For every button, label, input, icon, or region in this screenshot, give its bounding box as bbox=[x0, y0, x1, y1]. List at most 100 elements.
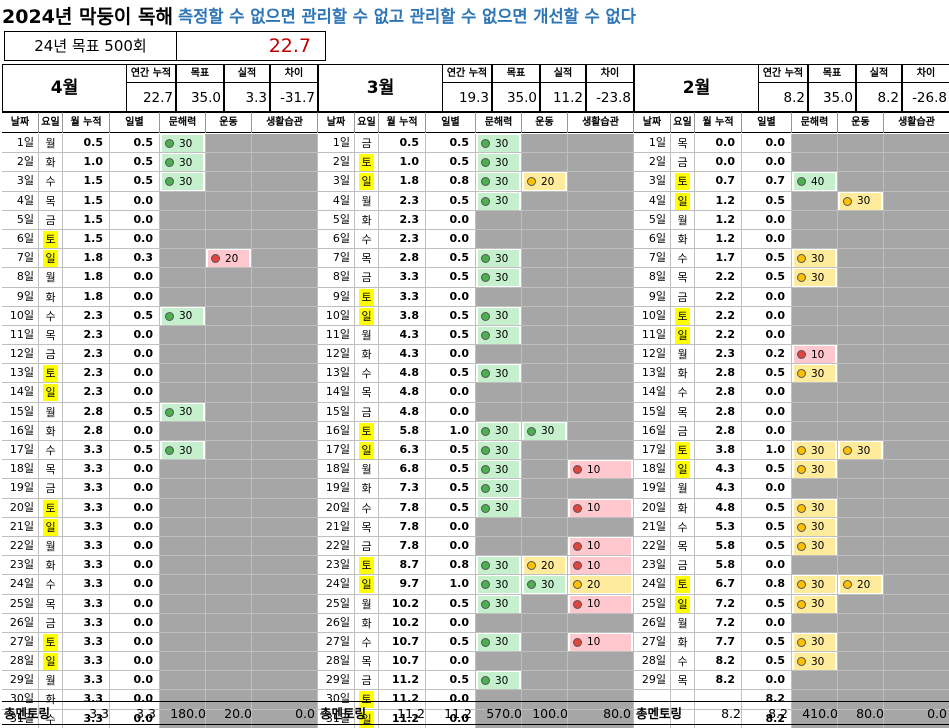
weekday-cell[interactable]: 목 bbox=[671, 134, 695, 153]
daily-value-cell[interactable]: 0.5 bbox=[110, 306, 160, 325]
literacy-cell[interactable] bbox=[476, 709, 522, 728]
habit-cell[interactable] bbox=[252, 249, 318, 268]
monthly-cumulative-cell[interactable]: 2.8 bbox=[379, 249, 426, 268]
habit-cell[interactable] bbox=[568, 421, 634, 440]
habit-cell[interactable] bbox=[252, 287, 318, 306]
date-cell[interactable]: 28일 bbox=[318, 652, 355, 671]
date-cell[interactable]: 4일 bbox=[2, 191, 39, 210]
weekday-cell[interactable]: 화 bbox=[39, 287, 63, 306]
literacy-cell[interactable]: 30 bbox=[792, 632, 838, 652]
literacy-cell[interactable]: 30 bbox=[476, 325, 522, 345]
date-cell[interactable]: 25일 bbox=[2, 594, 39, 613]
date-cell[interactable]: 15일 bbox=[318, 402, 355, 421]
literacy-cell[interactable] bbox=[476, 229, 522, 249]
daily-value-cell[interactable]: 0.5 bbox=[742, 652, 792, 671]
habit-cell[interactable] bbox=[884, 229, 949, 249]
exercise-cell[interactable]: 30 bbox=[522, 575, 568, 594]
exercise-cell[interactable] bbox=[522, 364, 568, 383]
goal-label[interactable]: 24년 목표 500회 bbox=[5, 32, 177, 60]
total-value[interactable]: 0.0 bbox=[295, 706, 315, 721]
exercise-cell[interactable] bbox=[522, 210, 568, 229]
total-value[interactable]: 410.0 bbox=[802, 706, 838, 721]
exercise-cell[interactable] bbox=[838, 325, 884, 345]
daily-value-cell[interactable]: 0.0 bbox=[110, 517, 160, 536]
difference-value[interactable]: -31.7 bbox=[280, 90, 315, 106]
date-cell[interactable]: 17일 bbox=[634, 441, 671, 460]
monthly-cumulative-cell[interactable]: 0.5 bbox=[379, 134, 426, 153]
monthly-cumulative-cell[interactable]: 3.3 bbox=[63, 709, 110, 728]
habit-cell[interactable] bbox=[252, 153, 318, 172]
habit-cell[interactable]: 10 bbox=[568, 498, 634, 517]
habit-cell[interactable] bbox=[568, 709, 634, 728]
monthly-cumulative-cell[interactable]: 1.8 bbox=[379, 172, 426, 191]
date-cell[interactable]: 4일 bbox=[318, 191, 355, 210]
weekday-cell[interactable]: 금 bbox=[355, 268, 379, 287]
exercise-cell[interactable] bbox=[838, 249, 884, 268]
habit-cell[interactable] bbox=[884, 498, 949, 517]
date-cell[interactable]: 11일 bbox=[2, 325, 39, 345]
weekday-cell[interactable]: 토 bbox=[355, 153, 379, 172]
monthly-cumulative-cell[interactable]: 2.8 bbox=[695, 402, 742, 421]
daily-value-cell[interactable]: 0.5 bbox=[426, 325, 476, 345]
daily-value-cell[interactable]: 0.0 bbox=[426, 536, 476, 556]
weekday-cell[interactable]: 수 bbox=[671, 517, 695, 536]
monthly-cumulative-cell[interactable]: 8.7 bbox=[379, 556, 426, 575]
daily-value-cell[interactable]: 0.5 bbox=[426, 268, 476, 287]
habit-cell[interactable] bbox=[568, 249, 634, 268]
monthly-cumulative-cell[interactable]: 3.3 bbox=[63, 652, 110, 671]
exercise-cell[interactable] bbox=[838, 287, 884, 306]
exercise-cell[interactable] bbox=[522, 594, 568, 613]
date-cell[interactable]: 22일 bbox=[2, 536, 39, 556]
literacy-cell[interactable]: 30 bbox=[792, 460, 838, 479]
literacy-cell[interactable] bbox=[160, 575, 206, 594]
date-cell[interactable]: 23일 bbox=[2, 556, 39, 575]
exercise-cell[interactable] bbox=[522, 325, 568, 345]
exercise-cell[interactable] bbox=[206, 575, 252, 594]
monthly-cumulative-cell[interactable]: 3.3 bbox=[379, 287, 426, 306]
daily-value-cell[interactable]: 0.0 bbox=[742, 153, 792, 172]
exercise-cell[interactable] bbox=[522, 613, 568, 632]
weekday-cell[interactable]: 화 bbox=[39, 556, 63, 575]
monthly-cumulative-cell[interactable]: 1.2 bbox=[695, 210, 742, 229]
monthly-cumulative-cell[interactable]: 2.3 bbox=[63, 325, 110, 345]
exercise-cell[interactable] bbox=[838, 402, 884, 421]
monthly-cumulative-cell[interactable]: 5.3 bbox=[695, 517, 742, 536]
habit-cell[interactable] bbox=[568, 479, 634, 498]
literacy-cell[interactable] bbox=[160, 498, 206, 517]
weekday-cell[interactable]: 수 bbox=[355, 632, 379, 652]
daily-value-cell[interactable]: 0.0 bbox=[742, 229, 792, 249]
monthly-cumulative-cell[interactable]: 2.3 bbox=[63, 306, 110, 325]
literacy-cell[interactable]: 30 bbox=[476, 441, 522, 460]
habit-cell[interactable] bbox=[252, 709, 318, 728]
total-value[interactable]: 0.0 bbox=[927, 706, 947, 721]
weekday-cell[interactable]: 월 bbox=[355, 325, 379, 345]
literacy-cell[interactable]: 30 bbox=[160, 153, 206, 172]
exercise-cell[interactable]: 20 bbox=[838, 575, 884, 594]
monthly-cumulative-cell[interactable]: 10.7 bbox=[379, 632, 426, 652]
daily-value-cell[interactable]: 0.0 bbox=[426, 383, 476, 402]
date-cell[interactable]: 12일 bbox=[318, 345, 355, 364]
date-cell[interactable]: 4일 bbox=[634, 191, 671, 210]
monthly-cumulative-cell[interactable]: 3.3 bbox=[63, 613, 110, 632]
date-cell[interactable]: 16일 bbox=[318, 421, 355, 440]
monthly-cumulative-cell[interactable]: 7.2 bbox=[695, 594, 742, 613]
target-value[interactable]: 35.0 bbox=[822, 90, 853, 106]
date-cell[interactable]: 31일 bbox=[318, 709, 355, 728]
literacy-cell[interactable] bbox=[792, 383, 838, 402]
literacy-cell[interactable] bbox=[792, 153, 838, 172]
exercise-cell[interactable] bbox=[206, 402, 252, 421]
monthly-cumulative-cell[interactable]: 3.3 bbox=[63, 556, 110, 575]
weekday-cell[interactable]: 금 bbox=[671, 556, 695, 575]
exercise-cell[interactable] bbox=[206, 172, 252, 191]
daily-value-cell[interactable]: 0.0 bbox=[742, 134, 792, 153]
weekday-cell[interactable]: 수 bbox=[671, 383, 695, 402]
total-value[interactable]: 8.2 bbox=[768, 706, 788, 721]
habit-cell[interactable] bbox=[568, 306, 634, 325]
weekday-cell[interactable]: 일 bbox=[39, 517, 63, 536]
date-cell[interactable]: 6일 bbox=[2, 229, 39, 249]
daily-value-cell[interactable]: 0.0 bbox=[110, 479, 160, 498]
literacy-cell[interactable] bbox=[476, 652, 522, 671]
date-cell[interactable]: 20일 bbox=[634, 498, 671, 517]
weekday-cell[interactable]: 일 bbox=[671, 191, 695, 210]
exercise-cell[interactable] bbox=[838, 134, 884, 153]
